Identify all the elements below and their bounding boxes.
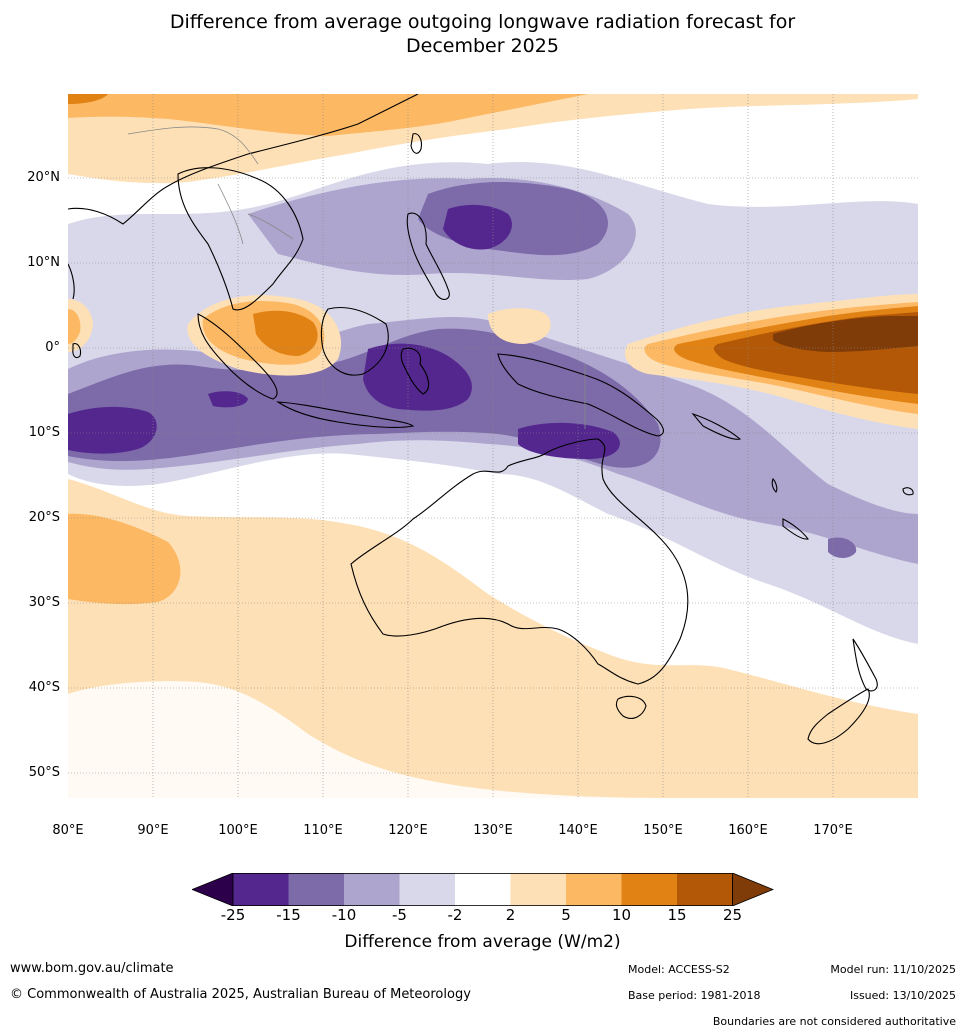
newguinea-coast <box>497 353 664 437</box>
olr-anomaly-map <box>68 94 918 798</box>
footer-website[interactable]: www.bom.gov.au/climate <box>10 961 174 976</box>
colorbar-tick: 10 <box>611 906 632 924</box>
anomaly-region-neg25-central <box>363 343 472 411</box>
anomaly-region-neutral-south <box>68 681 668 798</box>
java-coast <box>275 401 415 428</box>
anomaly-region-neg25-west <box>68 406 157 454</box>
anomaly-region-pos5-north <box>68 94 588 136</box>
lat-label-10n: 10°N <box>27 255 60 270</box>
coastlines <box>68 94 914 745</box>
anomaly-region-neg25-philippines <box>443 204 512 250</box>
philippines-coast <box>406 212 450 300</box>
colorbar-tick: 2 <box>505 906 516 924</box>
colorbar-extend-high <box>732 873 774 906</box>
indochina-coast <box>177 167 304 311</box>
map-canvas <box>68 94 918 798</box>
lon-label-110e: 110°E <box>303 823 343 838</box>
colorbar-tick: -10 <box>331 906 357 924</box>
colorbar-swatch-neg10 <box>344 873 400 906</box>
solomon-coast <box>691 412 742 440</box>
colorbar-extend-low <box>192 873 234 906</box>
lon-label-100e: 100°E <box>218 823 258 838</box>
anomaly-region-pos2-newguinea-north <box>488 308 551 344</box>
newzealand-south-coast <box>807 688 870 745</box>
lat-label-50s: 50°S <box>28 765 60 780</box>
colorbar-tick: -15 <box>276 906 301 924</box>
footer-copyright: © Commonwealth of Australia 2025, Austra… <box>10 987 471 1002</box>
colorbar-tick: -2 <box>447 906 463 924</box>
borneo-coast <box>320 306 389 376</box>
new-caledonia-coast <box>782 518 809 540</box>
anomaly-region-neg15-east <box>828 537 857 558</box>
anomaly-region-pos5-south <box>68 513 181 605</box>
footer-issued: Issued: 13/10/2025 <box>849 989 956 1002</box>
colorbar-tick: 15 <box>667 906 687 924</box>
vanuatu-coast <box>771 478 778 493</box>
map-title: Difference from average outgoing longwav… <box>0 10 965 58</box>
sumatra-coast <box>197 313 278 400</box>
lat-label-30s: 30°S <box>28 595 60 610</box>
colorbar <box>192 873 774 906</box>
lon-label-140e: 140°E <box>558 823 598 838</box>
fiji-coast <box>902 487 914 496</box>
lat-label-40s: 40°S <box>28 680 60 695</box>
colorbar-swatch-neg15 <box>288 873 344 906</box>
lon-label-150e: 150°E <box>643 823 683 838</box>
colorbar-swatch-pos15 <box>677 873 733 906</box>
tasmania-coast <box>615 695 647 719</box>
graticule <box>68 94 918 798</box>
lat-label-10s: 10°S <box>28 425 60 440</box>
newzealand-north-coast <box>852 638 878 692</box>
srilanka-coast <box>72 343 82 359</box>
footer-base-period: Base period: 1981-2018 <box>628 989 761 1002</box>
lon-label-80e: 80°E <box>52 823 84 838</box>
anomaly-region-pos25-pacific <box>773 316 918 352</box>
anomaly-region-neg25-arafura <box>518 422 620 459</box>
lon-label-170e: 170°E <box>813 823 853 838</box>
colorbar-swatch-neg25 <box>233 873 289 906</box>
country-boundaries <box>127 126 586 429</box>
footer-model-run: Model run: 11/10/2025 <box>830 963 956 976</box>
colorbar-tick: 5 <box>561 906 571 924</box>
colorbar-swatch-neutral <box>455 873 511 906</box>
colorbar-tick: -25 <box>220 906 246 924</box>
lon-label-90e: 90°E <box>137 823 169 838</box>
footer-disclaimer: Boundaries are not considered authoritat… <box>712 1015 956 1028</box>
sulawesi-coast <box>400 347 430 395</box>
lon-label-120e: 120°E <box>388 823 428 838</box>
taiwan-coast <box>410 133 422 154</box>
anomaly-region-pos10-north <box>68 94 108 104</box>
australia-coast <box>350 438 689 685</box>
colorbar-tick: 25 <box>722 906 743 924</box>
lon-label-160e: 160°E <box>728 823 768 838</box>
colorbar-swatch-pos5 <box>566 873 622 906</box>
india-coast <box>68 263 75 300</box>
lat-label-0: 0° <box>45 340 60 355</box>
colorbar-tick: -5 <box>392 906 407 924</box>
anomaly-region-pos5-maldives <box>68 309 81 344</box>
lon-label-130e: 130°E <box>473 823 513 838</box>
map-title-line-2: December 2025 <box>406 35 559 57</box>
asia-coast <box>68 94 419 225</box>
lat-label-20s: 20°S <box>28 510 60 525</box>
colorbar-label: Difference from average (W/m2) <box>344 932 621 952</box>
map-title-line-1: Difference from average outgoing longwav… <box>169 11 796 33</box>
anomaly-region-pos10-scs <box>253 310 318 356</box>
footer-model: Model: ACCESS-S2 <box>628 963 730 976</box>
lat-label-20n: 20°N <box>27 170 60 185</box>
colorbar-swatch-pos2 <box>510 873 566 906</box>
colorbar-swatch-pos10 <box>621 873 677 906</box>
colorbar-swatch-neg5 <box>399 873 455 906</box>
